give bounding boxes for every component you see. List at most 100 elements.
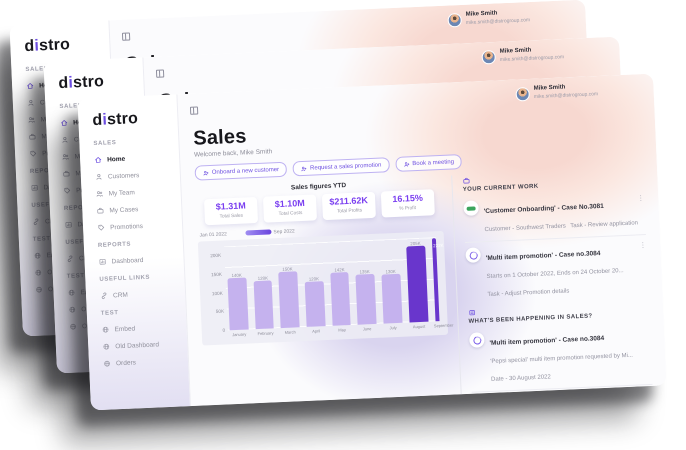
bar-value-label: 150K [282, 266, 294, 272]
y-axis-tick: 200K [210, 252, 222, 259]
avatar [515, 86, 531, 102]
action-button[interactable]: Request a sales promotion [292, 157, 390, 177]
kebab-menu-icon[interactable]: ⋮ [637, 195, 645, 203]
sidebar-item-icon [63, 187, 71, 195]
feed-item-title: 'Multi item promotion' - Case no.3084 [489, 334, 605, 347]
bar[interactable]: 140K January [226, 246, 249, 337]
sidebar-item[interactable]: Dashboard [98, 255, 173, 266]
sales-feed-list: 'Multi item promotion' - Case no.3084 'P… [468, 319, 658, 407]
sidebar-item[interactable]: Old Dashboard [102, 340, 177, 351]
avatar [481, 49, 497, 65]
sidebar-nav: SALES Home Customers [93, 138, 178, 368]
sidebar-item-icon [98, 258, 106, 266]
bar-rect [304, 281, 326, 327]
kebab-menu-icon[interactable]: ⋮ [639, 242, 647, 250]
sidebar-item-icon [26, 82, 34, 90]
y-axis-tick: 0 [222, 327, 225, 333]
bar-value-label: 140K [231, 272, 242, 279]
sidebar-item-icon [67, 289, 75, 297]
bar-rect [227, 277, 249, 331]
sidebar-item-icon [61, 136, 69, 144]
sidebar-item-label: Old Dashboard [115, 340, 160, 350]
bar-value-label: 205K [410, 240, 421, 247]
bar-rect [355, 273, 377, 325]
bar[interactable]: 128K February [252, 244, 275, 336]
action-button-label: Book a meeting [412, 158, 455, 167]
range-end-label: Sep 2022 [273, 228, 295, 235]
bar-value-label: 128K [257, 275, 268, 282]
bar-rect [278, 271, 300, 329]
sidebar-item-label: My Team [108, 188, 136, 197]
sidebar-item-icon [66, 255, 74, 263]
sidebar-item-icon [60, 119, 68, 127]
work-item[interactable]: 'Multi item promotion' - Case no.3084 St… [465, 235, 649, 307]
bar-value-label: 142K [334, 267, 345, 273]
logo-text: stro [38, 36, 71, 55]
range-slider-handle[interactable] [245, 229, 272, 236]
x-axis-label: March [284, 329, 297, 335]
sidebar-item-icon [95, 190, 103, 198]
stat-card: $1.31M Total Sales [203, 196, 259, 226]
sidebar-item[interactable]: Embed [101, 323, 176, 334]
news-icon [468, 309, 476, 317]
y-axis-tick: 50K [215, 308, 225, 315]
feed-item-icon [469, 332, 485, 348]
work-item-icon [465, 247, 481, 263]
sidebar-toggle-icon[interactable] [155, 69, 165, 78]
bar[interactable]: 135K June [354, 240, 377, 331]
sidebar-item[interactable]: My Team [95, 187, 170, 198]
sidebar-item-icon [28, 133, 36, 141]
sidebar-item-icon [100, 292, 108, 300]
sidebar-item[interactable]: My Cases [96, 204, 171, 215]
bar[interactable]: 222K September [431, 237, 453, 328]
app-logo: distro [92, 109, 168, 130]
action-button-label: Onboard a new customer [211, 166, 280, 176]
sidebar-item[interactable]: CRM [100, 289, 175, 300]
bar[interactable]: 150K March [277, 243, 300, 335]
sidebar: distro SALES Home Customers [77, 94, 191, 411]
sidebar-item[interactable]: Customers [95, 170, 170, 181]
user-menu[interactable]: Mike Smith mike.smith@distrogroup.com [447, 7, 570, 28]
stat-value: $1.31M [215, 200, 247, 212]
action-button[interactable]: Onboard a new customer [194, 161, 288, 181]
user-menu[interactable]: Mike Smith mike.smith@distrogroup.com [481, 44, 604, 65]
sidebar-item-label: Customers [107, 171, 140, 180]
bar[interactable]: 130K July [380, 239, 403, 330]
action-button[interactable]: Book a meeting [395, 154, 463, 172]
y-axis-tick: 100K [212, 290, 224, 296]
feed-item-title: 'Price Change' - Case no.3083 [492, 401, 584, 406]
bar-chart: 200K 150K 100K 50K 0 [197, 230, 453, 346]
sidebar-toggle-icon[interactable] [121, 32, 131, 41]
x-axis-label: February [257, 330, 274, 337]
sidebar-item-icon [103, 360, 111, 368]
chart-bars: 140K January 128K February [226, 237, 453, 337]
work-item[interactable]: 'Customer Onboarding' - Case No.3081 Cus… [463, 188, 646, 243]
stat-card: 16.15% % Profit [380, 189, 435, 218]
range-start-label: Jan 01 2022 [199, 231, 227, 238]
sidebar-item-icon [34, 269, 42, 277]
stat-label: % Profit [399, 205, 417, 212]
sidebar-item-icon [102, 343, 110, 351]
bar-rect [406, 245, 429, 323]
bar[interactable]: 120K April [303, 242, 326, 334]
sidebar-item[interactable]: Home [94, 153, 169, 164]
feed-item[interactable]: 'Multi item promotion' - Case no.3084 'P… [468, 319, 653, 393]
x-axis-label: July [389, 325, 397, 331]
sidebar-item-icon [101, 326, 109, 334]
bar-value-label: 130K [385, 269, 397, 275]
bar[interactable]: 142K May [329, 241, 352, 333]
sidebar-item-icon [94, 156, 102, 164]
sidebar-section-label: TEST [100, 310, 119, 317]
work-item-task: Task - Review application [570, 220, 639, 230]
x-axis-label: April [312, 328, 321, 334]
sidebar-item-icon [68, 306, 76, 314]
user-email: mike.smith@distrogroup.com [499, 54, 565, 63]
sidebar-item[interactable]: Orders [103, 357, 178, 368]
activity-panel: YOUR CURRENT WORK 'Customer Onboarding' … [451, 167, 659, 407]
bar[interactable]: 205K August [406, 238, 429, 329]
sidebar-item[interactable]: Promotions [97, 221, 172, 232]
user-menu[interactable]: Mike Smith mike.smith@distrogroup.com [515, 81, 638, 102]
sidebar-item-label: Orders [115, 358, 137, 367]
sidebar-toggle-icon[interactable] [189, 106, 199, 115]
logo-text: stro [72, 73, 105, 92]
